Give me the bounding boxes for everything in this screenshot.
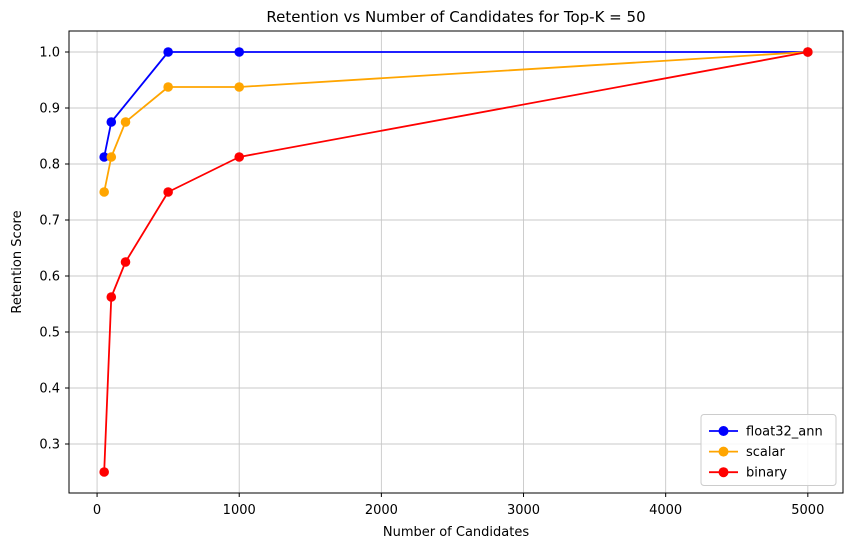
- data-point-float32_ann: [163, 47, 173, 57]
- y-axis-label: Retention Score: [10, 210, 25, 313]
- x-tick-label: 1000: [223, 503, 256, 518]
- x-tick-label: 0: [93, 503, 101, 518]
- data-point-scalar: [106, 152, 117, 162]
- data-point-scalar: [99, 187, 109, 197]
- x-tick-label: 4000: [649, 503, 682, 518]
- data-point-scalar: [120, 117, 131, 127]
- y-tick-label: 0.4: [39, 382, 60, 397]
- x-tick-label: 5000: [791, 503, 824, 518]
- data-point-binary: [163, 187, 173, 197]
- data-point-float32_ann: [99, 152, 109, 162]
- legend-marker-scalar: [718, 446, 729, 457]
- y-tick-label: 1.0: [39, 46, 60, 61]
- legend-label-binary: binary: [746, 466, 787, 481]
- data-point-float32_ann: [106, 117, 117, 127]
- legend-box: [700, 414, 837, 486]
- x-tick-label: 3000: [507, 503, 540, 518]
- y-tick-label: 0.9: [39, 102, 60, 117]
- y-tick-label: 0.5: [39, 326, 60, 341]
- plot-area: 0 1000 2000 3000 4000 5000 0.3 0.4 0.5 0.6 0.7 0.8 0…: [39, 30, 844, 518]
- data-point-scalar: [163, 82, 173, 92]
- data-point-float32_ann: [234, 47, 245, 57]
- data-point-scalar: [234, 82, 245, 92]
- x-axis-label: Number of Candidates: [383, 525, 529, 540]
- series-line-scalar: [103, 51, 808, 193]
- y-tick-label: 0.3: [39, 438, 60, 453]
- data-point-binary: [99, 467, 109, 477]
- data-point-binary: [120, 257, 131, 267]
- x-tick-label: 2000: [365, 503, 398, 518]
- series-line-binary: [103, 51, 808, 473]
- data-point-binary: [234, 152, 245, 162]
- axes-spines: [68, 30, 844, 494]
- y-tick-label: 0.7: [39, 214, 60, 229]
- legend-marker-float32_ann: [718, 426, 729, 436]
- legend-label-scalar: scalar: [746, 445, 785, 460]
- data-point-binary: [803, 47, 813, 57]
- legend-label-float32_ann: float32_ann: [746, 425, 823, 440]
- chart-title: Retention vs Number of Candidates for To…: [266, 8, 645, 26]
- data-point-binary: [106, 292, 117, 302]
- legend-marker-binary: [718, 467, 729, 478]
- y-tick-label: 0.6: [39, 270, 60, 285]
- y-tick-label: 0.8: [39, 158, 60, 173]
